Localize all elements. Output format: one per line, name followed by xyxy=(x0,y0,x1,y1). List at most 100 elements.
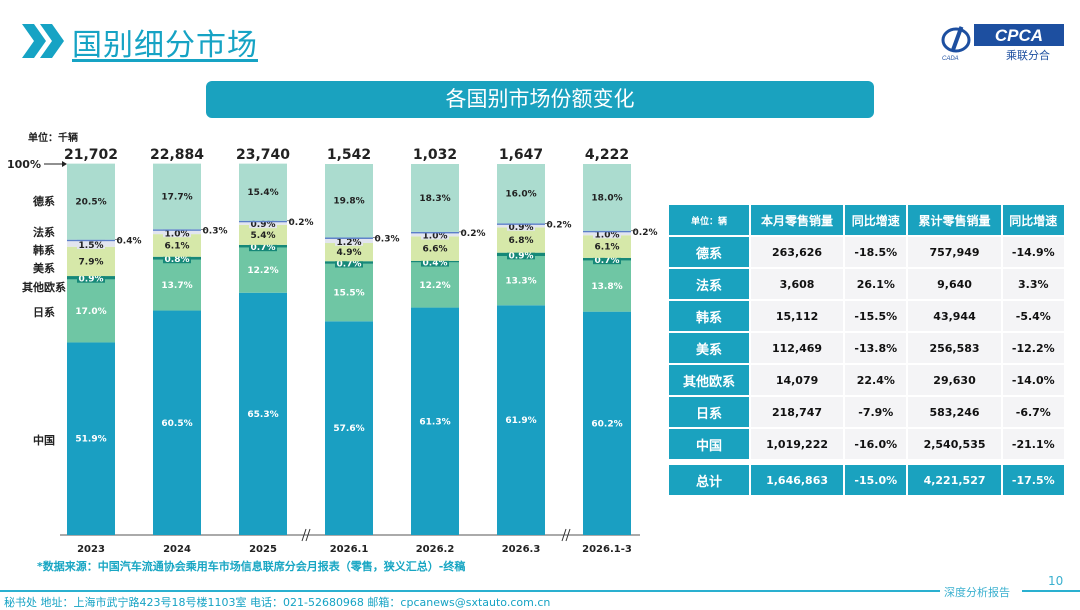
bar-segment-法系 xyxy=(411,231,459,234)
bar-segment-中国 xyxy=(67,342,115,535)
table-cell: -12.2% xyxy=(1002,333,1064,363)
bar-segment-中国 xyxy=(583,311,631,535)
series-label: 韩系 xyxy=(33,243,55,257)
data-label: 61.9% xyxy=(505,416,536,426)
data-label-box xyxy=(593,228,621,239)
table-cell: -14.0% xyxy=(1002,365,1064,395)
table-header: 同比增速 xyxy=(1002,205,1064,235)
series-label: 美系 xyxy=(33,261,55,275)
row-label: 美系 xyxy=(669,333,749,363)
row-label: 德系 xyxy=(669,237,749,267)
data-label: 0.7% xyxy=(595,256,620,266)
arrow-icon xyxy=(62,161,67,167)
series-label: 日系 xyxy=(33,305,55,319)
bar-segment-德系 xyxy=(239,163,287,221)
bar-segment-日系 xyxy=(497,256,545,306)
svg-text:CADA: CADA xyxy=(942,56,959,62)
data-label: 12.2% xyxy=(247,266,278,276)
data-label: 0.9% xyxy=(79,275,104,285)
unit-label: 单位：千辆 xyxy=(28,133,78,144)
bar-segment-德系 xyxy=(411,164,459,232)
data-label: 4.9% xyxy=(337,248,362,258)
data-label: 0.7% xyxy=(251,243,276,253)
data-label: 12.2% xyxy=(419,281,450,291)
data-label-box xyxy=(335,257,363,268)
data-label: 1.0% xyxy=(595,230,620,240)
table-cell: 3,608 xyxy=(751,269,844,299)
series-label: 其他欧系 xyxy=(22,280,66,294)
bar-segment-法系 xyxy=(67,239,115,242)
table-cell: 26.1% xyxy=(845,269,907,299)
total-label: 4,222 xyxy=(585,147,629,163)
data-label-box xyxy=(249,218,277,229)
data-label-box xyxy=(335,235,363,246)
data-label-box xyxy=(163,227,191,238)
row-label: 中国 xyxy=(669,429,749,459)
bar-segment-法系 xyxy=(239,220,287,223)
table-cell: 14,079 xyxy=(751,365,844,395)
bar-segment-中国 xyxy=(497,305,545,535)
bar-segment-德系 xyxy=(153,163,201,230)
data-label-box xyxy=(421,229,449,240)
data-label: 6.6% xyxy=(423,245,448,255)
total-label: 1,032 xyxy=(413,147,457,163)
series-label: 法系 xyxy=(33,225,55,239)
bar-segment-德系 xyxy=(497,164,545,224)
table-total-row: 总计 1,646,863 -15.0% 4,221,527 -17.5% xyxy=(669,465,1064,495)
data-label: 18.0% xyxy=(591,193,622,203)
bar-segment-日系 xyxy=(583,260,631,312)
table-cell: -7.9% xyxy=(845,397,907,427)
data-label: 17.0% xyxy=(75,307,106,317)
table-row: 德系 263,626 -18.5% 757,949 -14.9% xyxy=(669,237,1064,267)
chevron-icon xyxy=(22,24,64,58)
data-label: 60.2% xyxy=(591,419,622,429)
table-cell: -13.8% xyxy=(845,333,907,363)
x-tick-label: 2024 xyxy=(163,544,191,555)
data-label-box xyxy=(163,253,191,264)
bar-segment-美系 xyxy=(67,246,115,277)
bar-segment-日系 xyxy=(411,262,459,308)
data-label-box xyxy=(249,241,277,252)
page-number: 10 xyxy=(1048,574,1064,588)
table-row: 韩系 15,112 -15.5% 43,944 -5.4% xyxy=(669,301,1064,331)
table-cell: 583,246 xyxy=(908,397,1001,427)
bar-segment-美系 xyxy=(325,243,373,262)
cpca-logo: CPCA 乘联分合 CADA xyxy=(941,24,1064,62)
row-label: 法系 xyxy=(669,269,749,299)
data-label: 0.4% xyxy=(117,237,142,247)
total-label: 1,542 xyxy=(327,147,371,163)
data-label: 6.1% xyxy=(595,243,620,253)
x-tick-label: 2026.1 xyxy=(330,544,369,555)
table-header: 累计零售销量 xyxy=(908,205,1001,235)
table-cell: 9,640 xyxy=(908,269,1001,299)
data-label: 0.9% xyxy=(509,251,534,261)
table-cell: 43,944 xyxy=(908,301,1001,331)
data-label: 13.8% xyxy=(591,282,622,292)
table-cell: 1,019,222 xyxy=(751,429,844,459)
data-label: 17.7% xyxy=(161,192,192,202)
table-cell: 3.3% xyxy=(1002,269,1064,299)
axis-break xyxy=(301,528,307,542)
table-cell: 22.4% xyxy=(845,365,907,395)
footer-address: 秘书处 地址：上海市武宁路423号18号楼1103室 电话：021-526809… xyxy=(4,596,551,609)
bar-segment-美系 xyxy=(239,224,287,245)
bar-segment-法系 xyxy=(497,223,545,225)
table-cell: 112,469 xyxy=(751,333,844,363)
table-row: 法系 3,608 26.1% 9,640 3.3% xyxy=(669,269,1064,299)
page-title: 国别细分市场 xyxy=(72,28,258,63)
data-label-box xyxy=(77,272,105,283)
bar-segment-德系 xyxy=(325,164,373,238)
table-cell: -6.7% xyxy=(1002,397,1064,427)
data-label: 13.3% xyxy=(505,277,536,287)
total-cell: -15.0% xyxy=(845,465,907,495)
data-label: 13.7% xyxy=(161,281,192,291)
series-label: 德系 xyxy=(32,194,55,208)
table-cell: 15,112 xyxy=(751,301,844,331)
data-label: 6.1% xyxy=(165,241,190,251)
svg-text:乘联分合: 乘联分合 xyxy=(1006,48,1050,62)
bar-segment-德系 xyxy=(583,164,631,231)
footer-divider xyxy=(0,590,940,592)
x-tick-label: 2026.1-3 xyxy=(582,544,632,555)
data-label: 0.7% xyxy=(337,260,362,270)
data-label: 16.0% xyxy=(505,190,536,200)
